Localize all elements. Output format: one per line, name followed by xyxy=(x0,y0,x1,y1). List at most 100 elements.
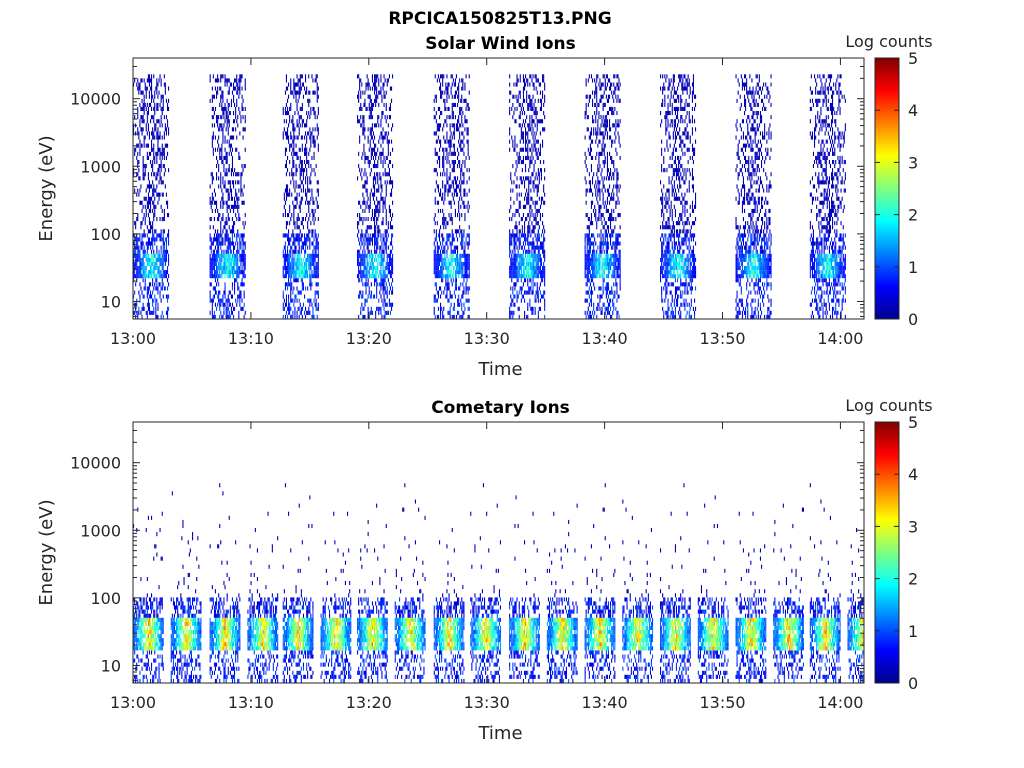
spectrogram-cell xyxy=(239,298,241,303)
spectrogram-cell xyxy=(317,306,319,311)
spectrogram-cell xyxy=(463,192,465,197)
spectrogram-cell xyxy=(441,74,443,79)
spectrogram-cell xyxy=(297,225,299,230)
spectrogram-cell xyxy=(369,131,371,136)
spectrogram-cell xyxy=(139,249,141,254)
spectrogram-cell xyxy=(441,290,443,295)
spectrogram-cell xyxy=(387,151,389,156)
spectrogram-cell xyxy=(365,253,367,258)
spectrogram-cell xyxy=(588,245,590,250)
spectrogram-cell xyxy=(302,241,304,246)
spectrogram-cell xyxy=(385,213,387,218)
spectrogram-cell xyxy=(296,106,298,111)
spectrogram-cell xyxy=(364,102,366,107)
spectrogram-cell xyxy=(437,135,439,140)
spectrogram-cell xyxy=(293,94,295,99)
spectrogram-cell xyxy=(441,306,443,311)
spectrogram-cell xyxy=(164,253,166,258)
spectrogram-cell xyxy=(540,119,542,124)
spectrogram-cell xyxy=(378,310,380,315)
spectrogram-cell xyxy=(526,147,528,152)
spectrogram-cell xyxy=(150,261,152,266)
spectrogram-cell xyxy=(290,78,292,83)
spectrogram-cell xyxy=(295,196,297,201)
spectrogram-cell xyxy=(235,147,237,152)
spectrogram-cell xyxy=(213,188,215,193)
spectrogram-cell xyxy=(158,233,160,238)
spectrogram-cell xyxy=(137,213,139,218)
spectrogram-cell xyxy=(384,266,386,271)
spectrogram-cell xyxy=(218,176,220,181)
spectrogram-cell xyxy=(290,135,292,140)
spectrogram-cell xyxy=(358,266,360,271)
spectrogram-cell xyxy=(147,213,149,218)
spectrogram-cell xyxy=(519,257,521,262)
spectrogram-cell xyxy=(528,245,530,250)
spectrogram-cell xyxy=(296,225,298,230)
spectrogram-cell xyxy=(313,314,315,319)
spectrogram-cell xyxy=(217,208,219,213)
spectrogram-cell xyxy=(148,102,150,107)
spectrogram-cell xyxy=(461,302,463,307)
spectrogram-cell xyxy=(532,94,534,99)
spectrogram-cell xyxy=(536,257,538,262)
spectrogram-cell xyxy=(299,78,301,83)
spectrogram-cell xyxy=(374,237,376,242)
spectrogram-cell xyxy=(316,127,318,132)
spectrogram-cell xyxy=(243,314,245,319)
spectrogram-cell xyxy=(529,266,531,271)
spectrogram-cell xyxy=(527,147,529,152)
spectrogram-cell xyxy=(437,253,439,258)
spectrogram-cell xyxy=(313,200,315,205)
spectrogram-cell xyxy=(299,82,301,87)
spectrogram-cell xyxy=(217,278,219,283)
spectrogram-cell xyxy=(243,249,245,254)
spectrogram-cell xyxy=(229,143,231,148)
spectrogram-cell xyxy=(233,221,235,226)
spectrogram-cell xyxy=(287,184,289,189)
spectrogram-cell xyxy=(233,225,235,230)
spectrogram-cell xyxy=(221,127,223,132)
spectrogram-cell xyxy=(461,294,463,299)
spectrogram-cell xyxy=(382,217,384,222)
spectrogram-cell xyxy=(363,306,365,311)
spectrogram-cell xyxy=(514,294,516,299)
spectrogram-cell xyxy=(135,147,137,152)
spectrogram-cell xyxy=(218,274,220,279)
spectrogram-cell xyxy=(212,274,214,279)
spectrogram-cell xyxy=(588,217,590,222)
spectrogram-cell xyxy=(459,135,461,140)
spectrogram-cell xyxy=(136,155,138,160)
spectrogram-cell xyxy=(532,225,534,230)
spectrogram-cell xyxy=(512,188,514,193)
spectrogram-cell xyxy=(372,147,374,152)
spectrogram-cell xyxy=(360,290,362,295)
spectrogram-cell xyxy=(388,257,390,262)
spectrogram-cell xyxy=(165,270,167,275)
spectrogram-cell xyxy=(296,266,298,271)
spectrogram-cell xyxy=(465,253,467,258)
spectrogram-cell xyxy=(144,135,146,140)
spectrogram-cell xyxy=(448,106,450,111)
spectrogram-cell xyxy=(306,257,308,262)
spectrogram-cell xyxy=(161,135,163,140)
spectrogram-cell xyxy=(433,310,435,315)
spectrogram-cell xyxy=(313,151,315,156)
spectrogram-cell xyxy=(145,94,147,99)
spectrogram-cell xyxy=(382,151,384,156)
spectrogram-cell xyxy=(310,164,312,169)
spectrogram-cell xyxy=(287,306,289,311)
spectrogram-cell xyxy=(222,200,224,205)
spectrogram-cell xyxy=(222,98,224,103)
spectrogram-cell xyxy=(453,306,455,311)
spectrogram-cell xyxy=(451,261,453,266)
spectrogram-cell xyxy=(292,253,294,258)
spectrogram-cell xyxy=(283,192,285,197)
spectrogram-cell xyxy=(510,90,512,95)
spectrogram-cell xyxy=(231,196,233,201)
spectrogram-cell xyxy=(301,306,303,311)
spectrogram-cell xyxy=(300,135,302,140)
spectrogram-cell xyxy=(142,241,144,246)
spectrogram-cell xyxy=(209,184,211,189)
spectrogram-cell xyxy=(518,160,520,165)
